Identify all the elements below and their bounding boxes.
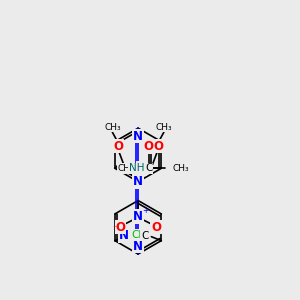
Text: CH₃: CH₃ [104, 123, 121, 132]
Text: C: C [145, 163, 152, 173]
Text: N: N [133, 210, 143, 223]
Text: CH₃: CH₃ [172, 164, 189, 173]
Text: CH₃: CH₃ [117, 164, 134, 173]
Text: C: C [141, 231, 148, 241]
Text: O: O [144, 140, 154, 153]
Text: O: O [115, 221, 125, 234]
Text: N: N [133, 175, 143, 188]
Text: N: N [118, 229, 129, 242]
Text: N: N [133, 240, 143, 253]
Text: ⁻: ⁻ [112, 224, 117, 233]
Text: O: O [151, 221, 161, 234]
Text: O: O [113, 140, 123, 152]
Text: N: N [133, 130, 143, 142]
Text: O: O [153, 140, 163, 152]
Text: Cl: Cl [132, 230, 142, 240]
Text: +: + [142, 206, 148, 215]
Text: NH: NH [129, 163, 144, 173]
Text: CH₃: CH₃ [156, 123, 172, 132]
Text: O: O [136, 162, 146, 175]
